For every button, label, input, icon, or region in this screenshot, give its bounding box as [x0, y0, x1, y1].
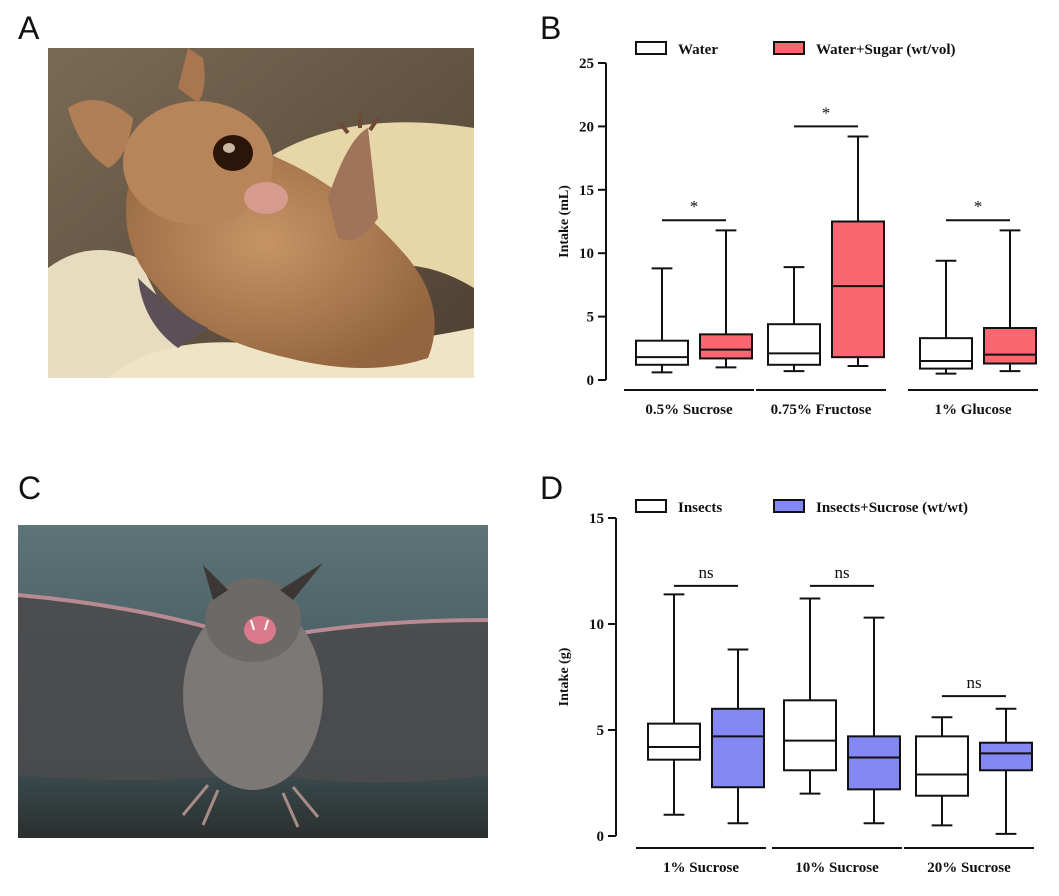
photo-fruit-bat	[48, 48, 474, 378]
box-iqr	[919, 337, 973, 370]
significance-label: *	[822, 103, 831, 122]
category-label: 10% Sucrose	[795, 860, 879, 876]
significance-label: ns	[698, 563, 713, 582]
y-axis-title: Intake (mL)	[557, 185, 572, 258]
category-label: 0.5% Sucrose	[645, 402, 733, 418]
box-iqr	[979, 741, 1033, 772]
box-iqr	[647, 722, 701, 761]
chart-b-sugar-water-intake: 0 5 10 15 20 25 Intake (mL) Water Water+Sugar (w…	[557, 41, 1038, 418]
y-tick-label: 15	[579, 183, 594, 199]
box-iqr	[847, 735, 901, 791]
significance-label: *	[690, 197, 699, 216]
box-iqr	[767, 323, 821, 366]
panel-letter-d: D	[540, 470, 564, 506]
significance-label: ns	[834, 563, 849, 582]
y-tick-label: 15	[589, 511, 604, 527]
chart-d-insect-sucrose-intake: 0 5 10 15 Intake (g) Insects Insects+Sucrose (…	[557, 499, 1034, 876]
category-label: 0.75% Fructose	[771, 402, 872, 418]
photo-insectivorous-bat	[18, 525, 488, 838]
y-tick-label: 5	[597, 723, 605, 739]
legend-swatch	[635, 499, 667, 513]
legend-label: Water+Sugar (wt/vol)	[816, 42, 956, 58]
box-iqr	[635, 339, 689, 366]
y-axis-title: Intake (g)	[557, 647, 572, 706]
y-tick-label: 0	[597, 829, 605, 845]
legend-label: Water	[678, 42, 718, 58]
y-tick-label: 25	[579, 56, 594, 72]
legend-label: Insects	[678, 500, 722, 516]
category-label: 20% Sucrose	[927, 860, 1011, 876]
box-iqr	[983, 327, 1037, 365]
legend-swatch	[773, 41, 805, 55]
panel-letter-a: A	[18, 10, 40, 46]
panel-letter-c: C	[18, 470, 42, 506]
box-iqr	[783, 699, 837, 772]
significance-label: *	[974, 197, 983, 216]
box-iqr	[699, 333, 753, 360]
category-label: 1% Glucose	[934, 402, 1011, 418]
legend-swatch	[773, 499, 805, 513]
significance-label: ns	[966, 673, 981, 692]
legend-label: Insects+Sucrose (wt/wt)	[816, 500, 968, 516]
y-tick-label: 10	[589, 617, 604, 633]
box-iqr	[831, 220, 885, 359]
box-iqr	[915, 735, 969, 797]
y-tick-label: 5	[587, 310, 595, 326]
box-iqr	[711, 707, 765, 789]
y-tick-label: 0	[587, 373, 595, 389]
category-label: 1% Sucrose	[663, 860, 739, 876]
y-tick-label: 10	[579, 246, 594, 262]
panel-letter-b: B	[540, 10, 562, 46]
y-tick-label: 20	[579, 119, 594, 135]
legend-swatch	[635, 41, 667, 55]
